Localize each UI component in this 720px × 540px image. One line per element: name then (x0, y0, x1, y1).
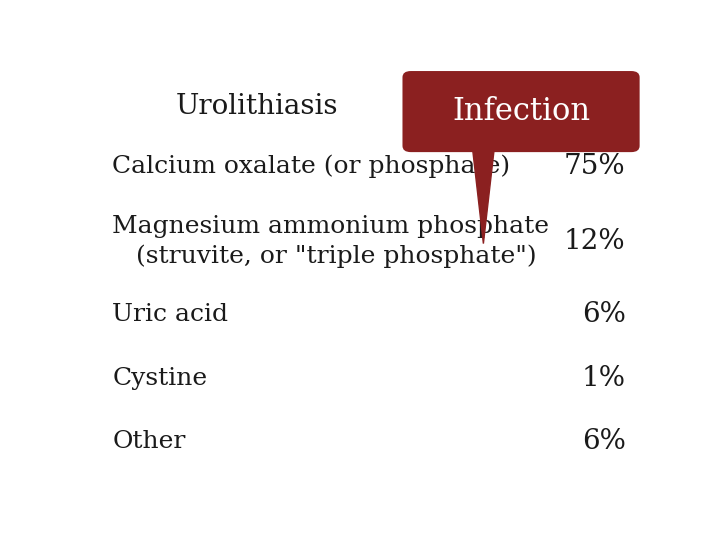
Text: Other: Other (112, 430, 186, 453)
Text: Cystine: Cystine (112, 367, 207, 390)
Text: Infection: Infection (452, 96, 590, 127)
Text: 75%: 75% (564, 153, 626, 180)
Text: 6%: 6% (582, 428, 626, 455)
Polygon shape (472, 146, 495, 244)
Text: 6%: 6% (582, 301, 626, 328)
Text: 1%: 1% (582, 365, 626, 392)
Text: Urolithiasis: Urolithiasis (176, 93, 338, 120)
Text: Uric acid: Uric acid (112, 303, 228, 326)
Text: Magnesium ammonium phosphate
   (struvite, or "triple phosphate"): Magnesium ammonium phosphate (struvite, … (112, 215, 549, 267)
FancyBboxPatch shape (402, 71, 639, 152)
Text: 12%: 12% (564, 228, 626, 255)
Text: Calcium oxalate (or phosphate): Calcium oxalate (or phosphate) (112, 155, 510, 178)
